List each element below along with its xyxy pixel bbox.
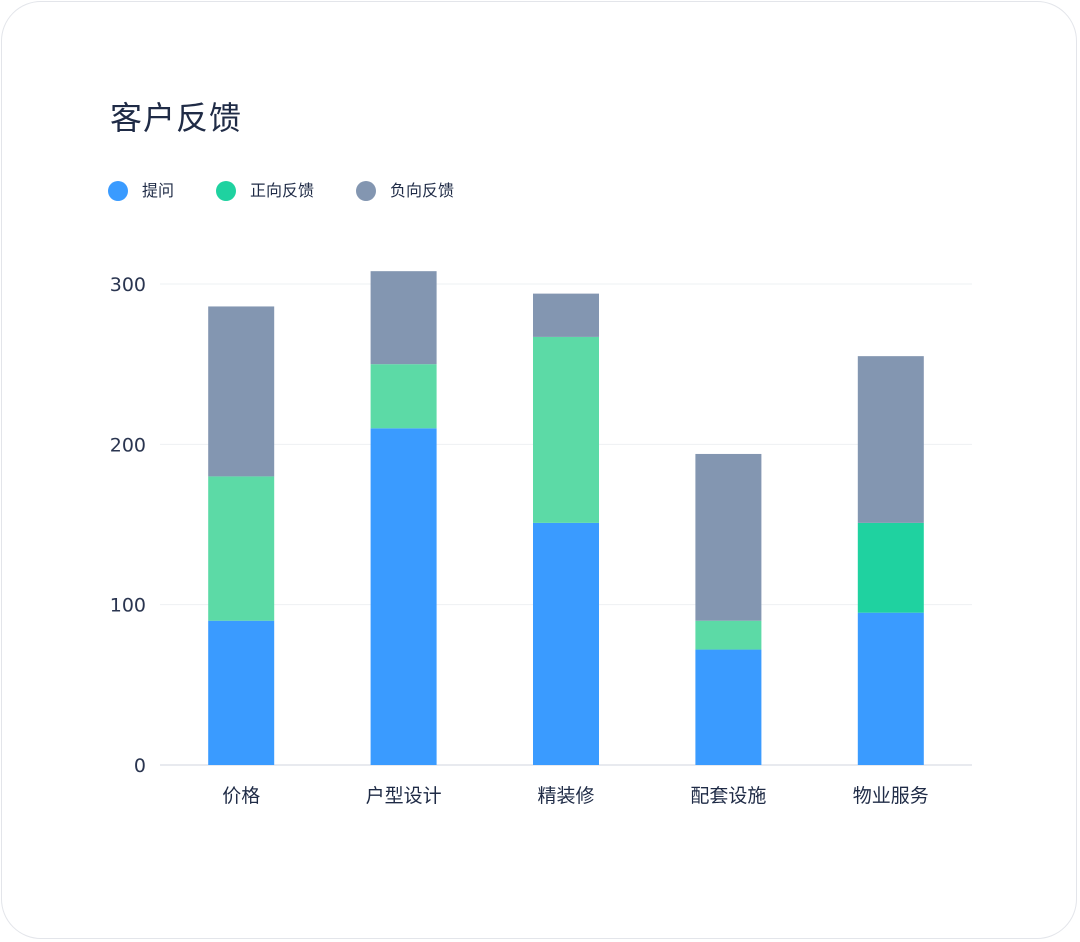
legend-dot-question (108, 181, 128, 201)
y-tick-label-300: 300 (110, 274, 146, 296)
bar-0-series-1 (208, 476, 275, 621)
bar-0-series-2 (208, 306, 275, 477)
y-tick-label-0: 0 (134, 755, 146, 777)
bar-4-series-0 (857, 612, 924, 765)
x-tick-label-3: 配套设施 (690, 785, 766, 807)
bar-3-series-0 (695, 649, 762, 765)
bar-4-series-1 (857, 522, 924, 613)
bar-3-series-1 (695, 620, 762, 650)
bar-2-series-0 (533, 522, 599, 765)
legend-item-positive[interactable]: 正向反馈 (216, 178, 314, 204)
bar-1-series-0 (370, 428, 437, 765)
legend-label-question: 提问 (142, 181, 175, 200)
bar-1-series-1 (370, 364, 437, 429)
legend-label-negative: 负向反馈 (390, 181, 455, 200)
legend-dot-positive (216, 181, 237, 201)
y-tick-label-200: 200 (110, 434, 146, 456)
bar-4-series-2 (857, 356, 924, 523)
y-tick-label-100: 100 (110, 595, 146, 617)
bar-2-series-2 (533, 293, 599, 337)
bar-1-series-2 (370, 271, 437, 365)
bar-3-series-2 (695, 453, 762, 621)
x-tick-label-0: 价格 (222, 785, 260, 807)
bar-2-series-1 (533, 336, 599, 523)
legend-label-positive: 正向反馈 (250, 181, 315, 200)
legend-item-question[interactable]: 提问 (108, 178, 174, 204)
legend: 提问 正向反馈 负向反馈 (108, 178, 496, 204)
chart-title: 客户反馈 (110, 99, 243, 137)
x-tick-label-2: 精装修 (537, 785, 594, 807)
legend-dot-negative (356, 181, 377, 201)
x-tick-label-1: 户型设计 (366, 785, 442, 807)
x-tick-label-4: 物业服务 (853, 785, 929, 807)
legend-item-negative[interactable]: 负向反馈 (356, 178, 454, 204)
bar-0-series-0 (208, 620, 275, 765)
